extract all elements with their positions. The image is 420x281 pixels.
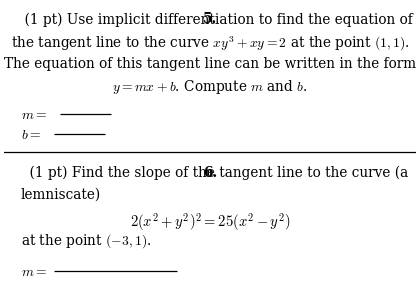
Text: at the point $(-3,1)$.: at the point $(-3,1)$. [21,232,151,250]
Text: The equation of this tangent line can be written in the form: The equation of this tangent line can be… [4,56,416,71]
Text: the tangent line to the curve $xy^3 +xy = 2$ at the point $(1,1)$.: the tangent line to the curve $xy^3 +xy … [10,35,410,53]
Text: (1 pt) Find the slope of the tangent line to the curve (a: (1 pt) Find the slope of the tangent lin… [12,166,408,180]
Text: lemniscate): lemniscate) [21,187,101,201]
Text: (1 pt) Use implicit differentiation to find the equation of: (1 pt) Use implicit differentiation to f… [7,12,413,27]
Text: $2(x^2 +y^2)^2 = 25(x^2 - y^2)$: $2(x^2 +y^2)^2 = 25(x^2 - y^2)$ [130,211,290,233]
Text: 5.: 5. [203,12,217,26]
Text: $b =$: $b =$ [21,128,44,142]
Text: $m =$: $m =$ [21,265,50,279]
Text: $m =$: $m =$ [21,108,50,122]
Text: 6.: 6. [203,166,217,180]
Text: $y = mx+b$. Compute $m$ and $b$.: $y = mx+b$. Compute $m$ and $b$. [112,78,308,96]
